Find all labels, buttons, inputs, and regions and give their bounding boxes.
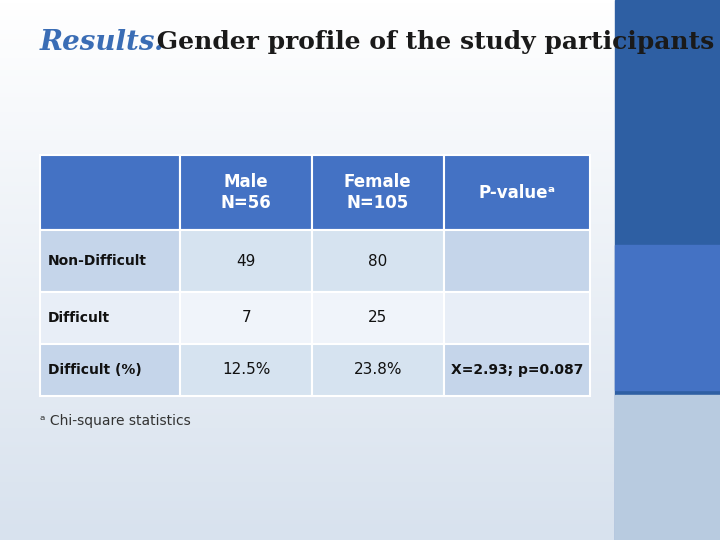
Bar	[312, 344, 444, 396]
Text: Gender profile of the study participants: Gender profile of the study participants	[148, 30, 714, 54]
Text: Difficult (%): Difficult (%)	[48, 363, 142, 377]
Bar	[40, 155, 181, 230]
Bar	[181, 344, 312, 396]
Text: 49: 49	[237, 253, 256, 268]
Bar	[181, 292, 312, 344]
Text: Female
N=105: Female N=105	[344, 173, 412, 212]
Text: 25: 25	[368, 310, 387, 326]
Bar	[40, 230, 181, 292]
Bar	[615, 395, 720, 540]
Bar	[312, 230, 444, 292]
Bar	[444, 292, 590, 344]
Bar	[312, 292, 444, 344]
Text: Non-Difficult: Non-Difficult	[48, 254, 147, 268]
Bar	[181, 230, 312, 292]
Text: Results:: Results:	[40, 29, 166, 56]
Text: 80: 80	[368, 253, 387, 268]
Bar	[615, 245, 720, 390]
Bar	[181, 155, 312, 230]
Text: ᵃ Chi-square statistics: ᵃ Chi-square statistics	[40, 414, 191, 428]
Text: X=2.93; p=0.087: X=2.93; p=0.087	[451, 363, 583, 377]
Text: Male
N=56: Male N=56	[221, 173, 271, 212]
Bar	[40, 292, 181, 344]
Bar	[312, 155, 444, 230]
Bar	[615, 0, 720, 540]
Bar	[444, 344, 590, 396]
Text: P-valueᵃ: P-valueᵃ	[478, 184, 555, 201]
Text: 12.5%: 12.5%	[222, 362, 271, 377]
Bar	[444, 155, 590, 230]
Bar	[444, 230, 590, 292]
Text: 7: 7	[241, 310, 251, 326]
Text: Difficult: Difficult	[48, 311, 110, 325]
Text: 23.8%: 23.8%	[354, 362, 402, 377]
Bar	[40, 344, 181, 396]
